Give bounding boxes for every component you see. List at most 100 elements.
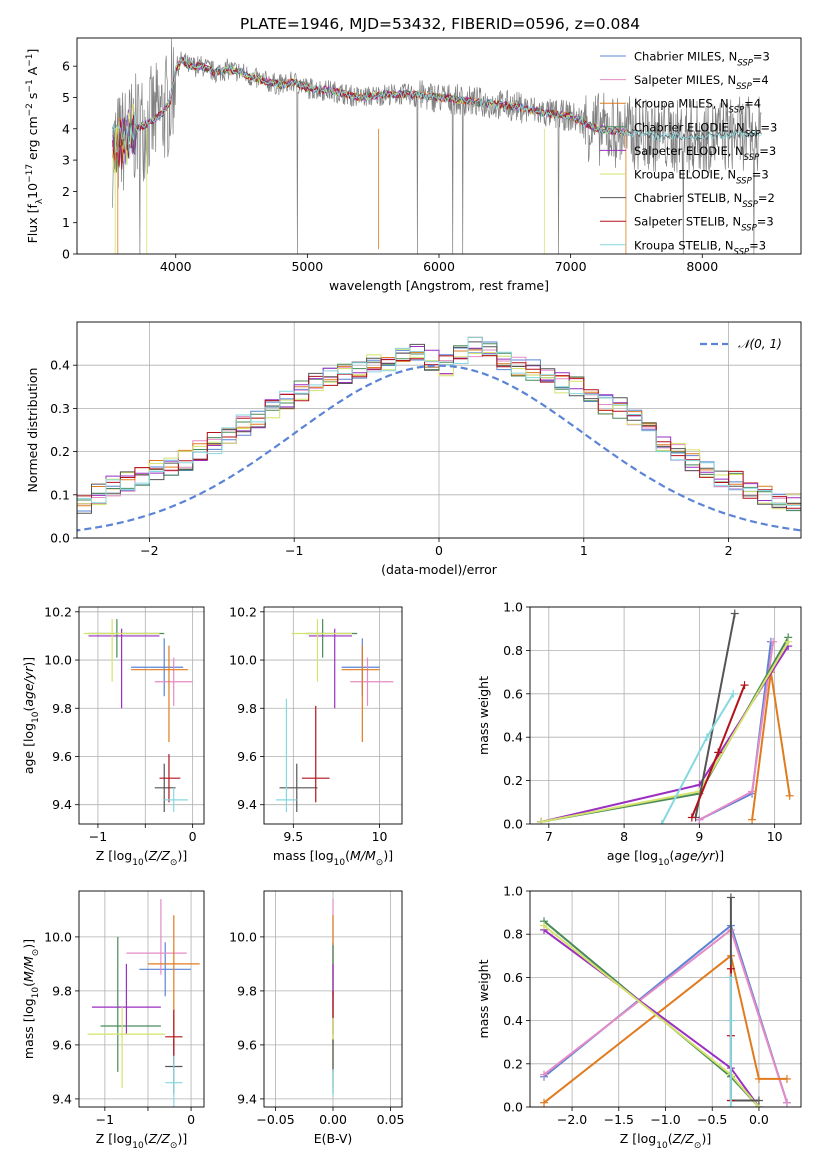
hist-kroupa-stelib: [77, 336, 801, 507]
marker: [782, 1074, 791, 1083]
legend-entry: Salpeter MILES, NSSP=4: [634, 73, 769, 92]
plot-area: [276, 619, 394, 812]
x-tick-label: −0.05: [256, 1112, 294, 1127]
marker: [702, 733, 711, 742]
y-tick-label: 10.0: [44, 653, 72, 668]
plot-area: [540, 893, 791, 1107]
marker: [769, 637, 778, 646]
series-kroupa-miles: [543, 954, 787, 1104]
y-axis-label: mass weight: [476, 959, 491, 1038]
series-chabrier-elodie: [543, 920, 760, 1107]
series-chabrier-stelib: [694, 613, 736, 818]
marker: [540, 1098, 549, 1107]
spectrum-data: [112, 38, 762, 254]
y-tick-label: 1.0: [503, 600, 523, 615]
x-tick-label: −0.5: [697, 1112, 727, 1127]
x-tick-label: 0.0: [749, 1112, 769, 1127]
axes-frame: [76, 321, 802, 539]
y-tick-label: 9.8: [237, 701, 257, 716]
y-tick-label: 10.0: [229, 653, 257, 668]
y-tick-label: 0.3: [50, 401, 70, 416]
axes-frame: [529, 606, 802, 825]
y-tick-label: 4: [62, 121, 70, 136]
y-tick-label: 0.4: [503, 1013, 523, 1028]
hist-salpeter-stelib: [77, 336, 801, 509]
y-tick-label: 0.0: [503, 817, 523, 832]
x-axis-label: wavelength [Angstrom, rest frame]: [329, 278, 549, 293]
y-tick-label: 9.8: [52, 701, 72, 716]
y-tick-label: 0.0: [50, 531, 70, 546]
axes-frame: [263, 606, 403, 825]
legend: Chabrier MILES, NSSP=3 Salpeter MILES, NS…: [600, 50, 777, 257]
hist-salpeter-miles: [77, 348, 801, 513]
y-tick-label: 0.2: [503, 1056, 523, 1071]
y-tick-label: 10.2: [229, 604, 257, 619]
plot-area: [537, 609, 794, 824]
y-tick-label: 10.0: [229, 929, 257, 944]
model-line-salpeter-stelib: [112, 57, 627, 170]
marker: [729, 689, 738, 698]
x-axis-label: (data-model)/error: [381, 562, 498, 577]
y-tick-label: 0.8: [503, 643, 523, 658]
y-tick-label: 0.8: [503, 927, 523, 942]
y-tick-label: 0.4: [503, 730, 523, 745]
y-tick-label: 9.8: [52, 983, 72, 998]
x-tick-label: 10: [372, 829, 388, 844]
y-tick-label: 0.2: [50, 444, 70, 459]
y-tick-label: 6: [62, 59, 70, 74]
marker: [726, 964, 735, 973]
y-tick-label: 9.6: [237, 1037, 257, 1052]
hist-salpeter-elodie: [77, 346, 801, 519]
x-tick-label: 6000: [423, 259, 455, 274]
x-tick-label: −1.0: [650, 1112, 680, 1127]
y-tick-label: 9.4: [52, 1091, 72, 1106]
plot-area: [87, 899, 200, 1107]
x-axis-label: Z [log10(Z/Z⊙)]: [96, 848, 187, 868]
y-tick-label: 0.6: [503, 970, 523, 985]
marker: [754, 1096, 763, 1105]
panel-age_Z: −1 0 9.4 9.6 9.8 10.0 10.2 Z [log10(Z/Z⊙)] age […: [21, 604, 205, 868]
x-tick-label: 1: [580, 543, 588, 558]
panel-weight_Z: −2.0 −1.5 −1.0 −0.5 0.0 0.0 0.2 0.4 0.6 0.8 1.0 Z […: [476, 884, 802, 1151]
marker: [748, 815, 757, 824]
x-tick-label: 0: [189, 829, 197, 844]
marker: [537, 817, 546, 824]
x-tick-label: −1.5: [604, 1112, 634, 1127]
x-axis-label: E(B-V): [314, 1131, 353, 1146]
hist-chabrier-elodie: [77, 343, 801, 518]
x-tick-label: 8000: [686, 259, 718, 274]
x-tick-label: 9: [695, 829, 703, 844]
x-tick-label: 0: [435, 543, 443, 558]
x-tick-label: 0.05: [377, 1112, 405, 1127]
marker: [714, 748, 723, 757]
y-tick-label: 10.2: [44, 604, 72, 619]
y-tick-label: 3: [62, 153, 70, 168]
x-axis-label: mass [log10(M/M⊙)]: [273, 848, 393, 868]
x-axis-label: Z [log10(Z/Z⊙)]: [620, 1131, 711, 1151]
x-tick-label: −1: [285, 543, 303, 558]
model-line-chabrier-elodie: [112, 58, 627, 173]
legend-entry: Chabrier MILES, NSSP=3: [634, 50, 770, 69]
y-axis-label: mass [log10(M/M⊙)]: [21, 939, 41, 1059]
panel-weight_age: 7 8 9 10 0.0 0.2 0.4 0.6 0.8 1.0 age [log10(age/yr…: [476, 600, 802, 868]
x-tick-label: 0.00: [319, 1112, 347, 1127]
marker: [726, 1016, 735, 1025]
x-tick-label: −2.0: [557, 1112, 587, 1127]
y-tick-label: 0: [62, 247, 70, 262]
x-tick-label: 10: [767, 829, 783, 844]
x-tick-label: 8: [620, 829, 628, 844]
marker: [726, 893, 735, 902]
marker: [726, 1103, 735, 1107]
series-salpeter-elodie: [541, 645, 790, 823]
axes-frame: [78, 890, 205, 1108]
model-line-salpeter-miles: [112, 61, 627, 173]
y-tick-label: 9.6: [237, 749, 257, 764]
marker: [687, 813, 696, 822]
panel-mass_ebv: −0.05 0.00 0.05 9.4 9.6 9.8 10.0 E(B-V): [229, 890, 405, 1146]
marker: [540, 921, 549, 930]
model-line-kroupa-stelib: [112, 57, 762, 160]
marker: [784, 637, 793, 646]
panel-residuals: −2 −1 0 1 2 0.0 0.1 0.2 0.3 0.4 (data-model)/error…: [25, 321, 802, 577]
gaussian-curve: [77, 364, 801, 532]
plot-area: [83, 619, 193, 812]
